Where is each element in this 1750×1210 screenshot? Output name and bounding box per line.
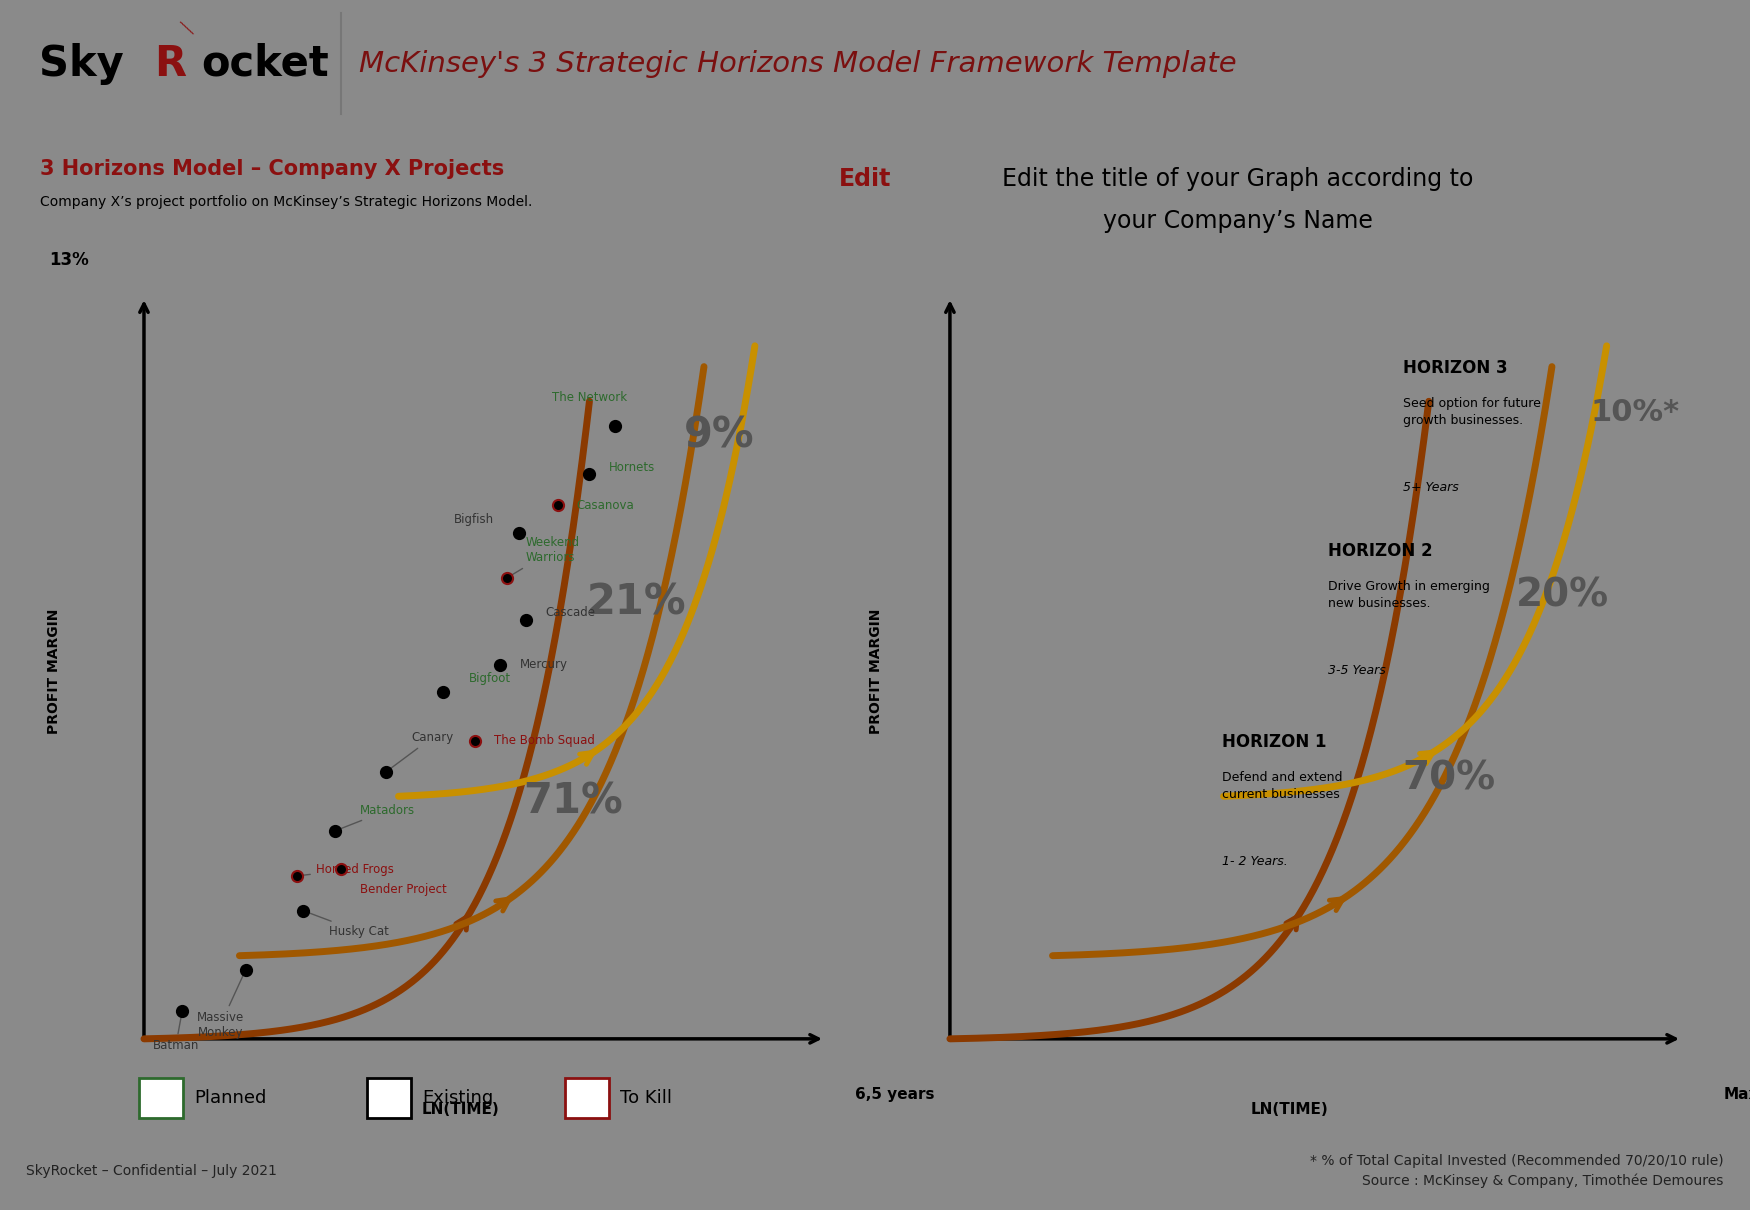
Text: Max: Max (1724, 1087, 1750, 1102)
Text: 13%: 13% (49, 250, 89, 269)
Text: Mercury: Mercury (520, 658, 567, 672)
Text: The Bomb Squad: The Bomb Squad (493, 734, 595, 748)
Text: Sky: Sky (38, 42, 123, 85)
Text: PROFIT MARGIN: PROFIT MARGIN (870, 609, 884, 734)
Text: Batman: Batman (152, 1014, 200, 1053)
Text: R: R (154, 42, 186, 85)
Text: ocket: ocket (201, 42, 329, 85)
Text: 5+ Years: 5+ Years (1404, 482, 1458, 494)
Text: 20%: 20% (1516, 576, 1608, 615)
Text: HORIZON 1: HORIZON 1 (1222, 732, 1326, 750)
Text: Horned Frogs: Horned Frogs (299, 863, 394, 876)
Text: Seed option for future
growth businesses.: Seed option for future growth businesses… (1404, 397, 1540, 427)
Text: Drive Growth in emerging
new businesses.: Drive Growth in emerging new businesses. (1328, 580, 1489, 610)
Text: The Network: The Network (551, 391, 626, 404)
Text: Bigfish: Bigfish (453, 513, 493, 525)
Text: 9%: 9% (684, 414, 754, 456)
Text: To Kill: To Kill (621, 1089, 672, 1107)
Text: 1- 2 Years.: 1- 2 Years. (1222, 854, 1288, 868)
Text: Bigfoot: Bigfoot (469, 672, 511, 685)
Text: SkyRocket – Confidential – July 2021: SkyRocket – Confidential – July 2021 (26, 1164, 276, 1177)
FancyBboxPatch shape (368, 1078, 411, 1118)
Text: Defend and extend
current businesses: Defend and extend current businesses (1222, 771, 1342, 801)
Text: 70%: 70% (1404, 759, 1496, 797)
Text: LN(TIME): LN(TIME) (422, 1102, 499, 1117)
Text: 3 Horizons Model – Company X Projects: 3 Horizons Model – Company X Projects (40, 160, 504, 179)
FancyBboxPatch shape (138, 1078, 184, 1118)
Text: LN(TIME): LN(TIME) (1251, 1102, 1328, 1117)
FancyBboxPatch shape (565, 1078, 609, 1118)
Text: 6,5 years: 6,5 years (854, 1087, 935, 1102)
Text: Existing: Existing (422, 1089, 494, 1107)
Text: PROFIT MARGIN: PROFIT MARGIN (47, 609, 61, 734)
Text: Edit the title of your Graph according to: Edit the title of your Graph according t… (1003, 167, 1474, 191)
Text: Weekend
Warriors: Weekend Warriors (509, 536, 579, 577)
Text: Bender Project: Bender Project (360, 883, 446, 897)
Text: Edit: Edit (838, 167, 891, 191)
Text: * % of Total Capital Invested (Recommended 70/20/10 rule)
Source : McKinsey & Co: * % of Total Capital Invested (Recommend… (1311, 1153, 1724, 1188)
Text: HORIZON 3: HORIZON 3 (1404, 359, 1507, 378)
Text: your Company’s Name: your Company’s Name (1102, 209, 1374, 234)
Text: 71%: 71% (523, 780, 623, 822)
Text: 3-5 Years: 3-5 Years (1328, 664, 1386, 676)
Text: Matadors: Matadors (338, 803, 415, 830)
Text: Company X’s project portfolio on McKinsey’s Strategic Horizons Model.: Company X’s project portfolio on McKinse… (40, 195, 532, 209)
Text: Hornets: Hornets (609, 461, 654, 473)
Text: Planned: Planned (194, 1089, 266, 1107)
Text: Canary: Canary (388, 731, 453, 771)
Text: Massive
Monkey: Massive Monkey (196, 972, 245, 1039)
Text: Husky Cat: Husky Cat (306, 911, 388, 938)
Text: 10%*: 10%* (1591, 398, 1680, 427)
Text: Cascade: Cascade (544, 606, 595, 620)
Text: McKinsey's 3 Strategic Horizons Model Framework Template: McKinsey's 3 Strategic Horizons Model Fr… (359, 50, 1236, 77)
Text: ╲: ╲ (180, 19, 194, 38)
Text: 21%: 21% (586, 582, 686, 624)
Text: Casanova: Casanova (578, 499, 635, 512)
Text: HORIZON 2: HORIZON 2 (1328, 542, 1432, 560)
